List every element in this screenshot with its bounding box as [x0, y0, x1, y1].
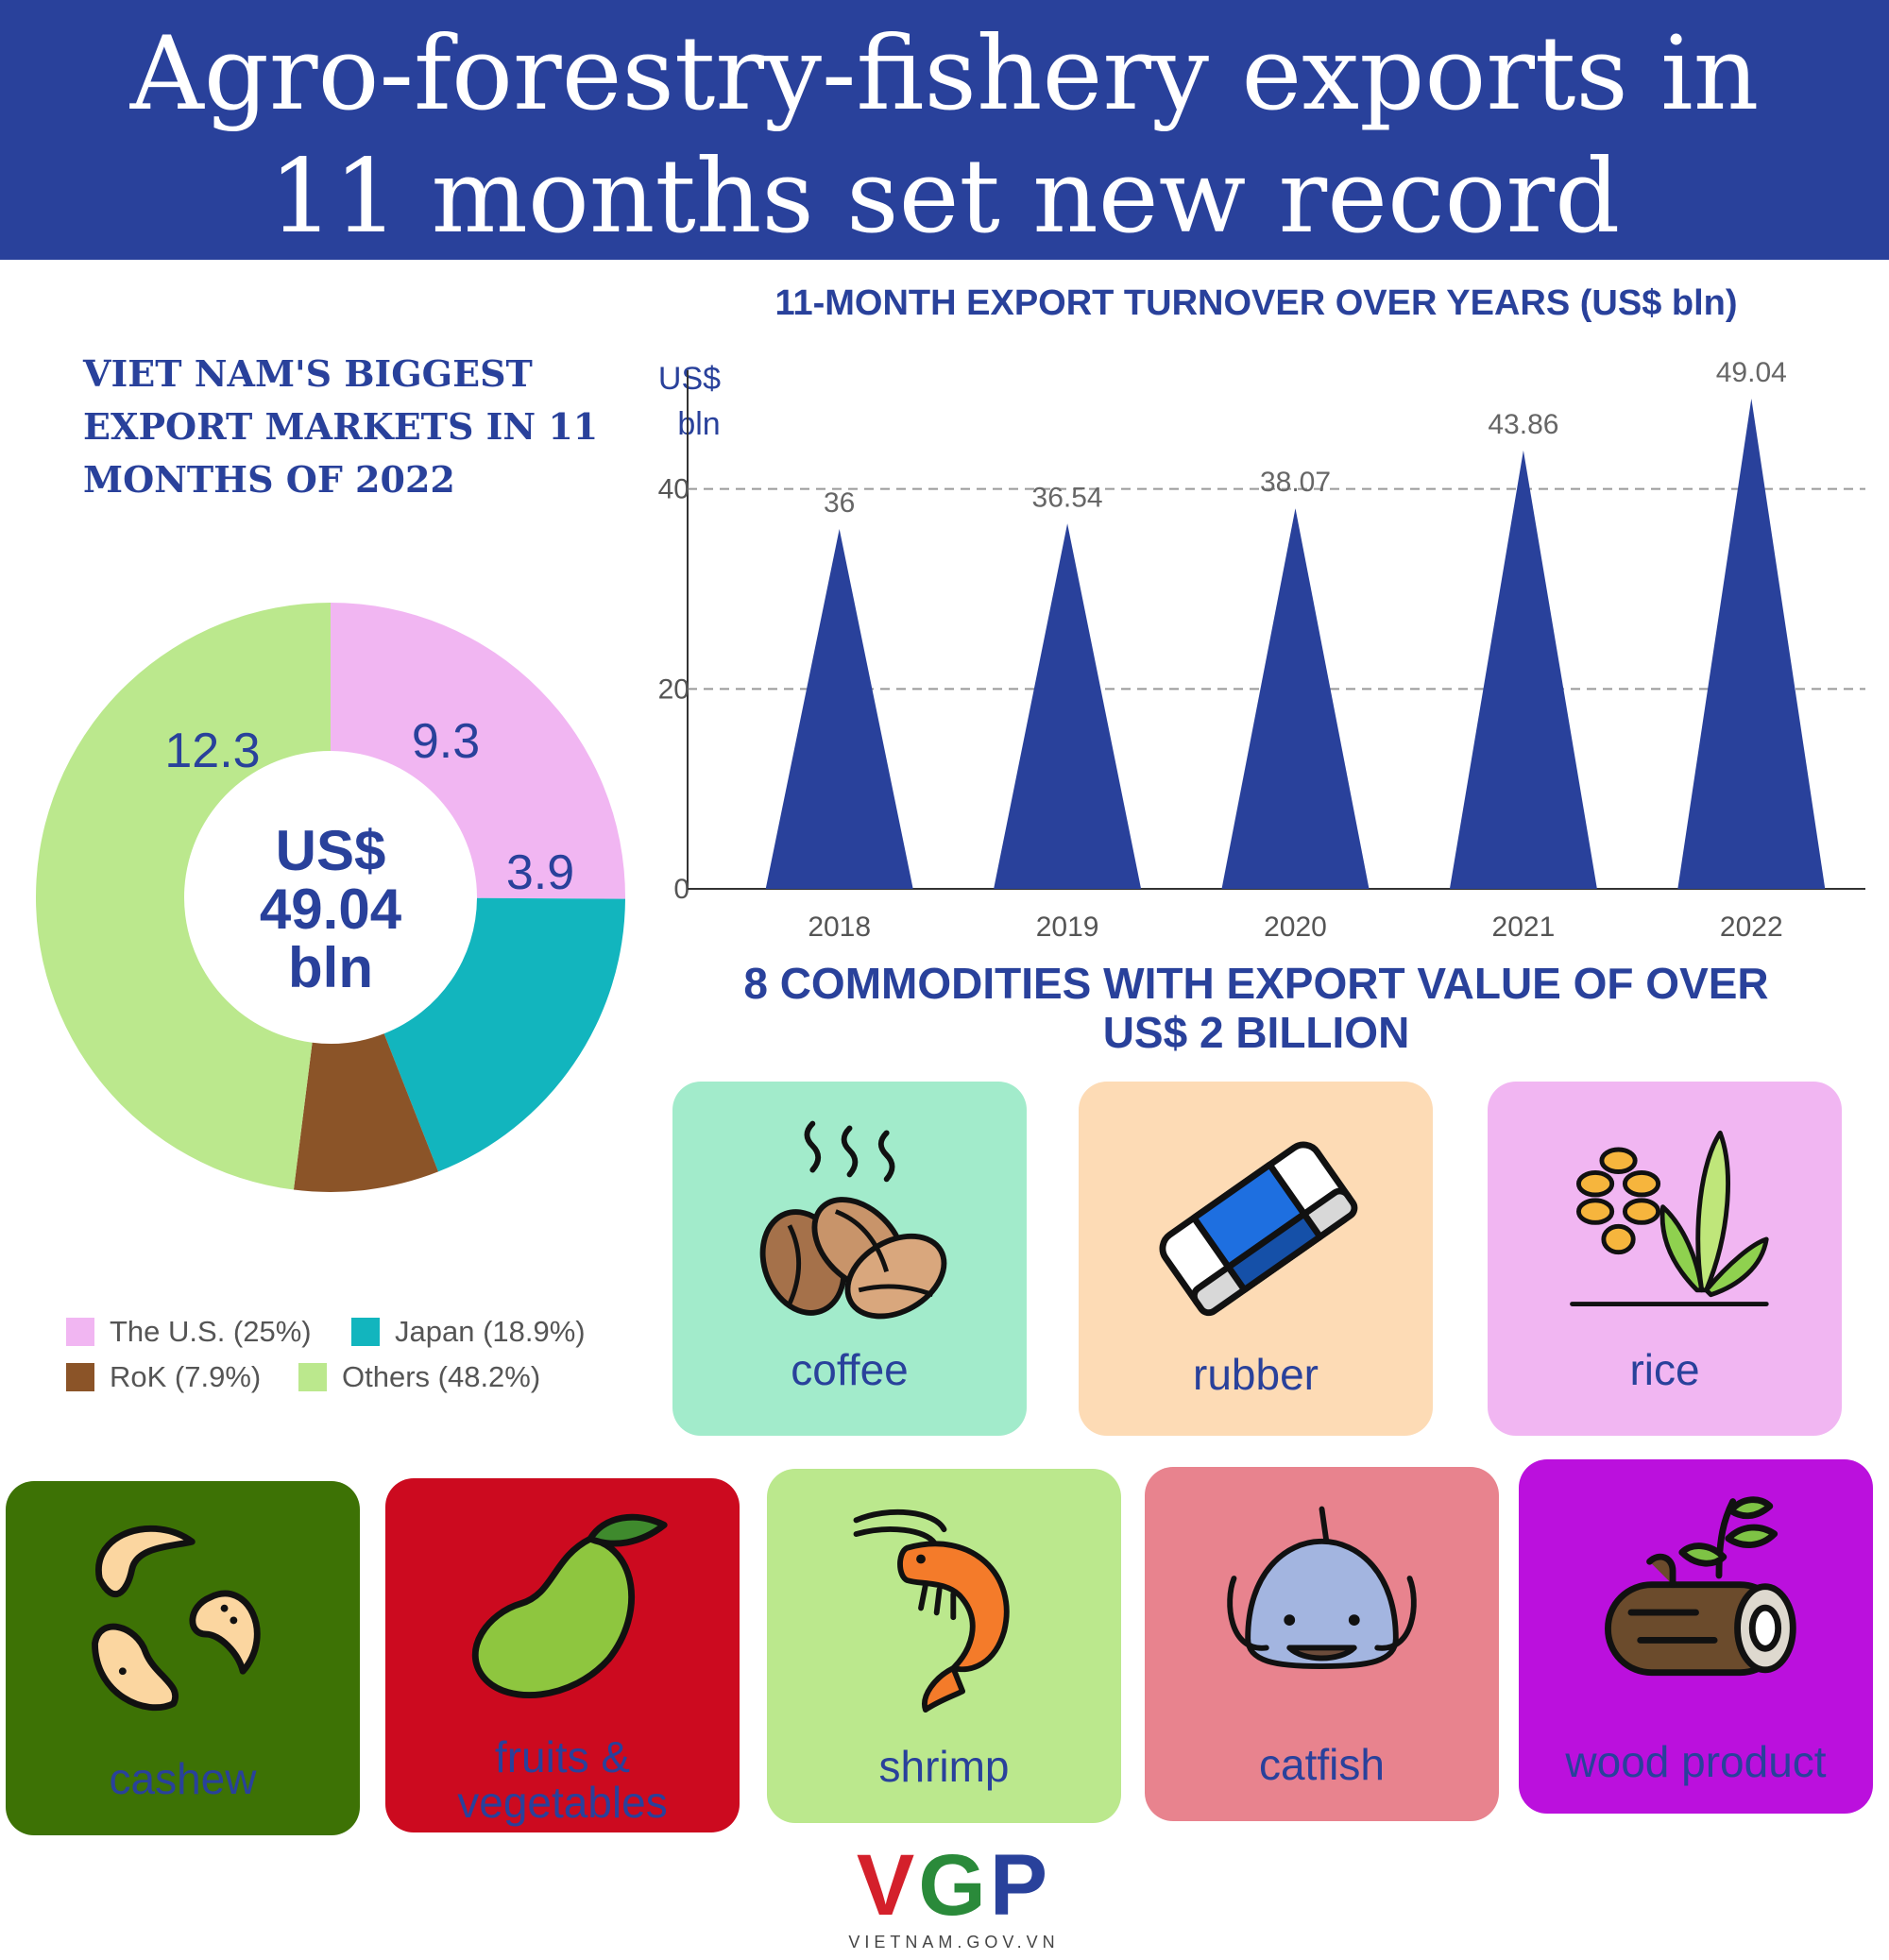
commodities-title: 8 COMMODITIES WITH EXPORT VALUE OF OVER … [661, 959, 1851, 1057]
commodities-title-line1: 8 COMMODITIES WITH EXPORT VALUE OF OVER [743, 959, 1769, 1008]
legend-item-japan: Japan (18.9%) [351, 1315, 586, 1349]
commodity-tile-cashew: cashew [6, 1481, 360, 1835]
legend-label-rok: RoK (7.9%) [110, 1360, 262, 1393]
bar-chart-svg: US$ bln 0 20 40 36 2018 36.54 2019 38.07 2020 43… [658, 357, 1865, 943]
legend-label-us: The U.S. (25%) [110, 1315, 312, 1348]
page-title-line2: 11 months set new record [268, 138, 1621, 256]
legend-item-rok: RoK (7.9%) [66, 1360, 261, 1394]
donut-center-currency: US$ [275, 819, 386, 882]
bar-value-label-2022: 49.04 [1716, 357, 1787, 388]
bar-value-label-2020: 38.07 [1260, 467, 1331, 498]
commodity-tile-wood-product: wood product [1519, 1459, 1873, 1814]
bar-2019 [994, 523, 1142, 889]
bar-2021 [1449, 450, 1597, 889]
catfish-icon [1227, 1506, 1417, 1669]
commodity-tile-shrimp: shrimp [767, 1469, 1121, 1823]
slice-label-japan: 9.3 [411, 714, 481, 769]
commodity-label-vegetables: vegetables [457, 1778, 668, 1827]
donut-slice-3 [35, 603, 332, 1190]
commodity-label-cashew: cashew [109, 1754, 257, 1803]
donut-center-unit: bln [288, 936, 373, 999]
bar-2020 [1221, 508, 1370, 889]
slice-label-us: 12.3 [164, 724, 261, 778]
shrimp-icon [853, 1508, 1010, 1713]
donut-slice-1 [383, 897, 625, 1172]
vgp-logo-v: V [856, 1837, 919, 1934]
coffee-beans-icon [759, 1120, 947, 1320]
page-title-line1: Agro-forestry-fishery exports in [129, 15, 1760, 133]
header-banner: Agro-forestry-fishery exports in 11 mont… [0, 0, 1889, 260]
commodity-label-fruits: fruits & [494, 1732, 631, 1781]
y-tick-label-40: 40 [658, 474, 689, 505]
y-tick-label-20: 20 [658, 673, 689, 705]
commodity-tile-rubber: rubber [1079, 1082, 1433, 1436]
commodities-title-line2: US$ 2 BILLION [1102, 1008, 1410, 1057]
bar-value-label-2021: 43.86 [1488, 409, 1558, 440]
bar-chart-marks: 36 2018 36.54 2019 38.07 2020 43.86 2021 49.04 20… [765, 357, 1826, 943]
commodity-tile-coffee: coffee [672, 1082, 1027, 1436]
legend-item-others: Others (48.2%) [298, 1360, 540, 1394]
commodity-label-rice: rice [1629, 1345, 1700, 1394]
bar-2022 [1677, 399, 1826, 889]
x-tick-label-2022: 2022 [1720, 912, 1783, 943]
rubber-eraser-icon [1159, 1141, 1358, 1317]
commodity-label-coffee: coffee [791, 1345, 909, 1394]
legend-swatch-us [66, 1318, 94, 1346]
x-tick-label-2019: 2019 [1036, 912, 1099, 943]
x-tick-label-2018: 2018 [808, 912, 871, 943]
x-tick-label-2020: 2020 [1264, 912, 1327, 943]
vgp-logo-website: VIETNAM.GOV.VN [848, 1933, 1060, 1951]
commodity-tile-fruits-vegetables: fruits & vegetables [385, 1478, 740, 1832]
commodity-label-rubber: rubber [1193, 1350, 1319, 1399]
y-axis-unit-line2: bln [677, 406, 720, 442]
donut-chart: US$ 49.04 bln 12.3 9.3 3.9 [0, 0, 661, 1417]
legend-item-us: The U.S. (25%) [66, 1315, 312, 1349]
legend-swatch-japan [351, 1318, 380, 1346]
wood-log-icon [1605, 1496, 1796, 1677]
vgp-logo: VGP VIETNAM.GOV.VN [812, 1842, 1096, 1952]
vgp-logo-p: P [989, 1837, 1052, 1934]
y-tick-label-0: 0 [673, 874, 689, 905]
donut-chart-svg [35, 603, 625, 1192]
donut-slice-2 [293, 1033, 439, 1192]
commodity-label-shrimp: shrimp [878, 1742, 1010, 1791]
donut-center-value: 49.04 [259, 878, 402, 941]
donut-slice-0 [331, 603, 625, 899]
cashew-icon [92, 1525, 261, 1711]
slice-label-rok: 3.9 [505, 845, 575, 900]
vgp-logo-g: G [918, 1837, 990, 1934]
commodity-tile-catfish: catfish [1145, 1467, 1499, 1821]
mango-icon [471, 1513, 668, 1698]
commodity-tile-rice: rice [1488, 1082, 1842, 1436]
bar-value-label-2019: 36.54 [1032, 482, 1103, 513]
donut-chart-title: VIET NAM'S BIGGEST EXPORT MARKETS IN 11 … [83, 352, 599, 501]
legend-label-japan: Japan (18.9%) [395, 1315, 586, 1348]
bar-chart-title: 11-MONTH EXPORT TURNOVER OVER YEARS (US$… [774, 283, 1738, 323]
legend-swatch-others [298, 1363, 327, 1391]
x-tick-label-2021: 2021 [1492, 912, 1556, 943]
legend-swatch-rok [66, 1363, 94, 1391]
legend-label-others: Others (48.2%) [342, 1360, 541, 1393]
vgp-logo-text: VGP [812, 1842, 1096, 1929]
commodity-label-wood-product: wood product [1565, 1737, 1827, 1786]
commodity-label-catfish: catfish [1259, 1740, 1385, 1789]
y-axis-unit-line1: US$ [658, 361, 721, 397]
bar-2018 [765, 529, 913, 889]
bar-value-label-2018: 36 [824, 487, 855, 519]
rice-plant-icon [1570, 1130, 1769, 1306]
